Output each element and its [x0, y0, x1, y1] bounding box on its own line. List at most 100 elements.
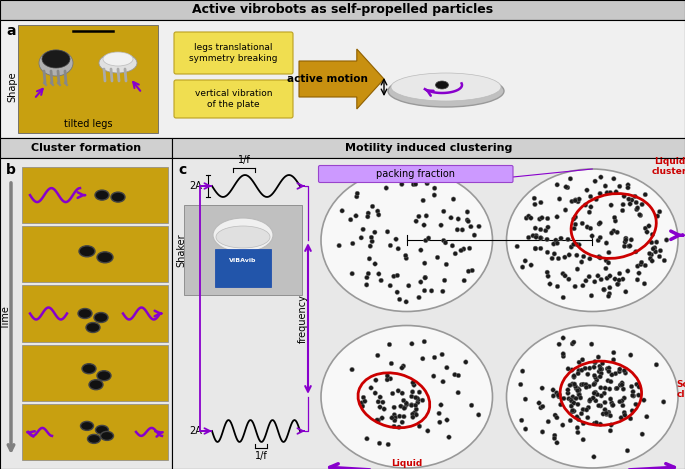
Ellipse shape: [580, 260, 584, 264]
Ellipse shape: [575, 388, 580, 393]
Ellipse shape: [81, 422, 93, 431]
Ellipse shape: [630, 393, 635, 398]
Ellipse shape: [597, 403, 601, 408]
Ellipse shape: [364, 437, 369, 441]
Ellipse shape: [584, 279, 588, 283]
Ellipse shape: [321, 169, 493, 311]
Ellipse shape: [622, 410, 627, 415]
Ellipse shape: [558, 402, 563, 407]
Ellipse shape: [592, 454, 596, 459]
Ellipse shape: [560, 423, 565, 427]
Ellipse shape: [469, 224, 473, 229]
Ellipse shape: [432, 186, 437, 190]
Ellipse shape: [586, 405, 590, 410]
Ellipse shape: [375, 209, 380, 213]
Text: Active vibrobots as self-propelled particles: Active vibrobots as self-propelled parti…: [192, 3, 493, 16]
Ellipse shape: [585, 188, 589, 192]
Ellipse shape: [599, 393, 603, 398]
Ellipse shape: [588, 399, 592, 403]
Ellipse shape: [622, 369, 627, 373]
Ellipse shape: [373, 230, 377, 234]
Ellipse shape: [392, 413, 397, 417]
Ellipse shape: [577, 393, 582, 397]
Text: tilted legs: tilted legs: [64, 119, 112, 129]
Ellipse shape: [572, 401, 576, 405]
Ellipse shape: [613, 277, 617, 281]
Ellipse shape: [662, 258, 667, 263]
Ellipse shape: [571, 217, 576, 221]
Bar: [18, 25, 158, 133]
FancyBboxPatch shape: [319, 166, 513, 182]
Ellipse shape: [216, 226, 270, 248]
Ellipse shape: [523, 427, 528, 431]
Ellipse shape: [555, 215, 560, 219]
Ellipse shape: [571, 408, 575, 413]
Ellipse shape: [390, 416, 394, 420]
Ellipse shape: [634, 200, 638, 205]
Ellipse shape: [573, 222, 577, 227]
Ellipse shape: [558, 197, 562, 201]
Text: Motility induced clustering: Motility induced clustering: [345, 143, 512, 153]
Ellipse shape: [370, 239, 375, 244]
Ellipse shape: [597, 364, 602, 369]
Ellipse shape: [581, 407, 586, 412]
Ellipse shape: [634, 207, 639, 212]
Ellipse shape: [640, 432, 645, 437]
Ellipse shape: [597, 222, 601, 226]
Ellipse shape: [611, 403, 615, 408]
Ellipse shape: [456, 373, 461, 378]
Ellipse shape: [400, 391, 405, 395]
Ellipse shape: [39, 50, 73, 76]
Ellipse shape: [588, 366, 592, 371]
Text: 1/f: 1/f: [255, 451, 267, 461]
Ellipse shape: [436, 81, 449, 89]
Ellipse shape: [561, 354, 566, 358]
Ellipse shape: [404, 300, 408, 304]
Ellipse shape: [634, 250, 638, 254]
Ellipse shape: [571, 340, 576, 344]
Text: b: b: [6, 163, 16, 177]
Ellipse shape: [604, 412, 609, 416]
Ellipse shape: [610, 372, 614, 377]
Ellipse shape: [603, 266, 608, 271]
Ellipse shape: [379, 278, 384, 283]
Ellipse shape: [412, 410, 417, 415]
Ellipse shape: [566, 277, 571, 281]
Ellipse shape: [573, 384, 578, 389]
Ellipse shape: [626, 183, 630, 187]
Text: 2A: 2A: [190, 181, 203, 191]
Ellipse shape: [595, 378, 599, 382]
Ellipse shape: [577, 197, 582, 201]
Ellipse shape: [608, 397, 613, 401]
Ellipse shape: [403, 405, 407, 409]
Ellipse shape: [592, 391, 597, 395]
Ellipse shape: [82, 363, 96, 374]
Ellipse shape: [462, 247, 466, 251]
Ellipse shape: [628, 353, 633, 357]
Ellipse shape: [397, 425, 401, 430]
Ellipse shape: [422, 223, 426, 227]
Ellipse shape: [635, 206, 640, 210]
Ellipse shape: [460, 227, 464, 232]
Ellipse shape: [604, 411, 608, 416]
Ellipse shape: [583, 203, 588, 207]
Ellipse shape: [601, 287, 606, 292]
Ellipse shape: [588, 194, 593, 199]
Ellipse shape: [540, 430, 545, 434]
Ellipse shape: [425, 181, 429, 186]
Ellipse shape: [664, 238, 669, 242]
Ellipse shape: [640, 202, 645, 207]
Ellipse shape: [415, 396, 419, 401]
Ellipse shape: [594, 421, 599, 425]
Ellipse shape: [608, 429, 612, 433]
Ellipse shape: [447, 435, 451, 439]
Ellipse shape: [603, 184, 608, 188]
Text: Time: Time: [1, 307, 11, 331]
Ellipse shape: [404, 256, 408, 261]
Ellipse shape: [602, 391, 607, 395]
Ellipse shape: [401, 414, 406, 419]
Ellipse shape: [545, 237, 549, 242]
Ellipse shape: [385, 378, 390, 382]
Ellipse shape: [410, 341, 414, 346]
Ellipse shape: [598, 374, 602, 379]
